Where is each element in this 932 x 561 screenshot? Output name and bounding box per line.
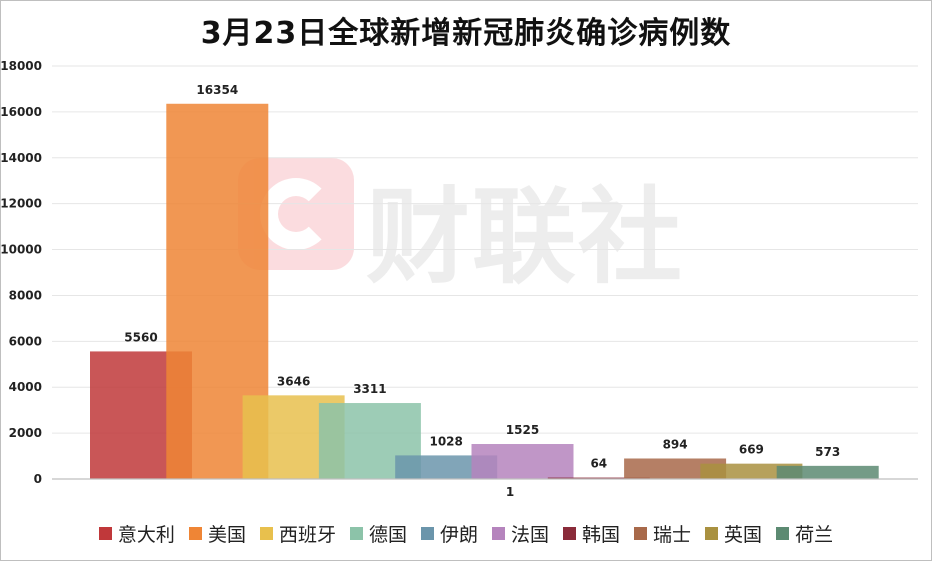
data-label: 3646	[277, 374, 310, 388]
bar-7	[547, 477, 650, 480]
y-tick-label: 2000	[9, 426, 42, 440]
legend-label: 美国	[207, 524, 246, 546]
data-label: 573	[815, 445, 840, 459]
legend-item: 韩国	[563, 520, 620, 547]
legend-swatch	[563, 527, 577, 540]
legend-item: 美国	[188, 520, 246, 547]
y-axis: 0 2000 4000 6000 8000 10000 12000 14000 16000 180…	[0, 59, 42, 486]
y-tick-label: 6000	[9, 334, 42, 348]
data-labels: 5560 16354 3646 3311 1028 1525 64 894 669 573	[124, 83, 840, 471]
data-label: 3311	[353, 382, 386, 396]
legend-item: 德国	[349, 520, 407, 547]
bar-10	[776, 465, 879, 479]
y-tick-label: 4000	[9, 380, 42, 394]
legend-item: 意大利	[98, 520, 175, 547]
legend-swatch	[420, 527, 434, 540]
legend-label: 意大利	[117, 524, 175, 546]
legend-swatch	[259, 527, 273, 540]
legend-item: 荷兰	[776, 520, 833, 547]
data-label: 64	[590, 457, 607, 471]
legend-label: 伊朗	[439, 524, 478, 546]
legend-label: 法国	[511, 524, 550, 546]
y-tick-label: 14000	[0, 151, 42, 165]
data-label: 669	[739, 443, 764, 457]
legend-label: 瑞士	[653, 524, 692, 546]
watermark-brand-text: 财联社	[366, 176, 685, 298]
data-label: 894	[663, 437, 688, 451]
chart-legend: 意大利 美国 西班牙 德国 伊朗 法国 韩国 瑞士 英国 荷兰	[0, 520, 932, 547]
y-tick-label: 16000	[0, 105, 42, 119]
legend-item: 英国	[705, 520, 762, 547]
legend-item: 伊朗	[420, 520, 478, 547]
data-label: 5560	[124, 330, 157, 344]
legend-swatch	[98, 527, 112, 540]
y-tick-label: 8000	[9, 288, 42, 302]
y-tick-label: 10000	[0, 243, 42, 257]
legend-label: 英国	[724, 524, 763, 546]
data-label: 1028	[429, 434, 462, 448]
legend-swatch	[349, 527, 363, 540]
legend-label: 韩国	[582, 524, 621, 546]
legend-label: 荷兰	[795, 524, 834, 546]
y-tick-label: 18000	[0, 59, 42, 73]
y-tick-label: 12000	[0, 197, 42, 211]
x-axis: 1	[52, 478, 918, 499]
bars	[90, 103, 879, 480]
legend-item: 瑞士	[634, 520, 691, 547]
legend-swatch	[492, 527, 505, 540]
legend-swatch	[776, 527, 790, 540]
chart-title: 3月23日全球新增新冠肺炎确诊病例数	[200, 16, 732, 51]
legend-label: 西班牙	[278, 524, 336, 546]
legend-swatch	[188, 527, 202, 540]
data-label: 1525	[506, 423, 539, 437]
bar-6	[471, 444, 574, 479]
legend-label: 德国	[368, 524, 407, 546]
legend-item: 西班牙	[259, 520, 336, 547]
x-tick-label: 1	[506, 485, 514, 499]
legend-swatch	[705, 527, 719, 540]
legend-swatch	[634, 527, 648, 540]
y-tick-label: 0	[34, 472, 42, 486]
legend-item: 法国	[492, 520, 549, 547]
data-label: 16354	[196, 83, 238, 97]
